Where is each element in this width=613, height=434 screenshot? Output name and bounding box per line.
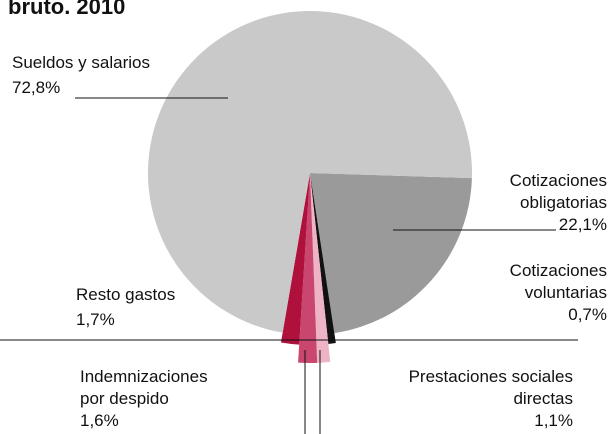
slice-label: por despido <box>80 389 169 408</box>
value-label: 1,6% <box>80 411 119 430</box>
pie-slice <box>280 173 310 345</box>
pie-slice <box>148 11 472 333</box>
value-label: 72,8% <box>12 78 60 97</box>
slice-label: Resto gastos <box>76 285 175 304</box>
pie <box>148 11 472 363</box>
slice-label: Cotizaciones <box>510 261 607 280</box>
pie-slice <box>310 173 336 345</box>
slice-label: Indemnizaciones <box>80 367 208 386</box>
pie-slice <box>310 173 331 363</box>
slice-label: voluntarias <box>525 283 607 302</box>
slice-label: Cotizaciones <box>510 171 607 190</box>
slice-label: obligatorias <box>520 193 607 212</box>
pie-slice <box>298 173 318 363</box>
slice-label: Prestaciones sociales <box>409 367 573 386</box>
value-label: 0,7% <box>568 305 607 324</box>
labels: Cotizaciones obligatorias 22,1% Cotizacione… <box>12 53 607 430</box>
value-label: 1,1% <box>534 411 573 430</box>
slice-label: Sueldos y salarios <box>12 53 150 72</box>
slice-label: directas <box>513 389 573 408</box>
value-label: 22,1% <box>559 215 607 234</box>
chart-title: bruto. 2010 <box>8 0 125 19</box>
pie-slice <box>310 173 472 334</box>
value-label: 1,7% <box>76 310 115 329</box>
